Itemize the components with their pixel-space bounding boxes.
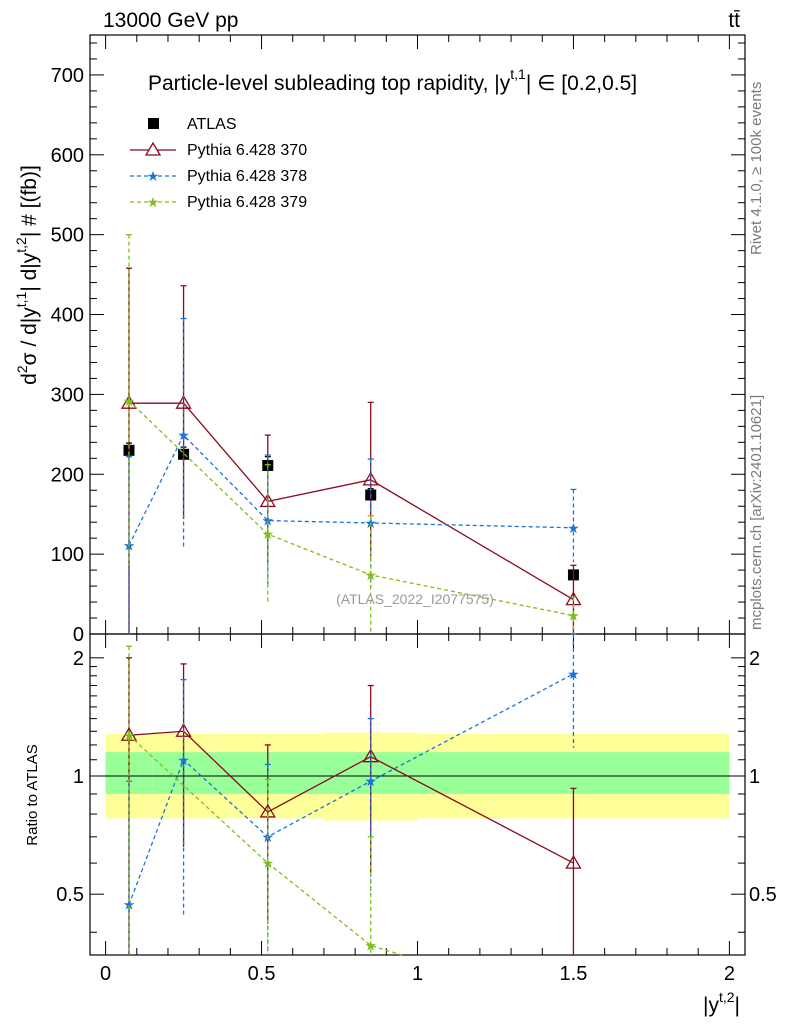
y-tick-label: 200	[51, 464, 84, 486]
ratio-series-pythia-6-428-379: ★ ★ ★	[123, 645, 403, 956]
series-line	[128, 402, 574, 601]
inner-band-segment	[417, 752, 730, 794]
ratio-point: ★	[262, 855, 275, 871]
series-pythia-6-428-370	[120, 267, 582, 634]
y-tick-label: 700	[51, 65, 84, 87]
energy-label: 13000 GeV pp	[103, 9, 238, 32]
ratio-series-line	[128, 734, 403, 956]
x-tick-label: 0	[100, 963, 111, 985]
ratio-point: ★	[123, 727, 136, 743]
ratio-point: ★	[123, 897, 136, 913]
data-point: ★	[177, 427, 190, 443]
data-point: ★	[567, 608, 580, 624]
data-point: ★	[364, 567, 377, 583]
x-tick-label: 1	[412, 963, 423, 985]
y-tick-label: 100	[51, 544, 84, 566]
x-tick-label: 1.5	[560, 963, 588, 985]
ratio-point	[565, 854, 582, 869]
y-tick-label: 500	[51, 225, 84, 247]
ratio-y-tick-label-right: 0.5	[749, 884, 777, 906]
legend-label-atlas: ATLAS	[187, 116, 237, 133]
ratio-y-tick-label-right: 2	[749, 648, 760, 670]
data-point: ★	[262, 526, 275, 542]
legend: ATLAS Pythia 6.428 370 ★ Pythia 6.428 37…	[130, 116, 307, 211]
legend-marker-370	[144, 141, 162, 156]
analysis-watermark: (ATLAS_2022_I2077575)	[336, 591, 494, 607]
data-point: ★	[262, 513, 275, 529]
data-point	[362, 471, 379, 486]
legend-marker-378: ★	[147, 168, 160, 184]
legend-marker-atlas	[148, 118, 159, 129]
data-point	[120, 394, 138, 409]
legend-label-370: Pythia 6.428 370	[187, 142, 307, 159]
y-axis-label: d2σ / d|yt,1| d|yt,2| # [(fb)]	[13, 165, 41, 385]
ratio-y-tick-label: 1	[73, 766, 84, 788]
series-line	[128, 400, 574, 617]
x-axis-label: |yt,2|	[703, 989, 740, 1017]
rivet-version-label: Rivet 4.1.0, ≥ 100k events	[748, 82, 765, 255]
ratio-point: ★	[364, 773, 377, 789]
ratio-uncertainty-bands	[90, 732, 745, 821]
ratio-panel-frame: 0 0.5 1 1.5 2 0.5 0.5 1 1 2 2	[56, 633, 777, 985]
x-tick-label: 2	[724, 963, 735, 985]
ratio-y-tick-label: 0.5	[56, 884, 84, 906]
series-atlas	[123, 442, 579, 581]
series-line	[128, 434, 574, 546]
ratio-panel-series: ★★★★★★★★	[120, 633, 582, 956]
data-point	[175, 394, 192, 409]
ratio-point: ★	[364, 938, 377, 954]
legend-label-379: Pythia 6.428 379	[187, 194, 307, 211]
y-tick-label: 400	[51, 305, 84, 327]
legend-label-378: Pythia 6.428 378	[187, 168, 307, 185]
ratio-y-tick-label: 2	[73, 648, 84, 670]
process-label: tt̄	[728, 9, 740, 32]
y-tick-label: 0	[73, 624, 84, 646]
ratio-y-tick-label-right: 1	[749, 766, 760, 788]
legend-marker-379: ★	[147, 194, 160, 210]
mcplots-label: mcplots.cern.ch [arXiv:2401.10621]	[748, 395, 765, 630]
data-point: ★	[567, 520, 580, 536]
ratio-point: ★	[177, 752, 190, 768]
data-point: ★	[123, 393, 136, 409]
ratio-point: ★	[567, 666, 580, 682]
main-panel-series: ★★★ ★ ★★★★★	[120, 234, 582, 634]
y-tick-label: 300	[51, 384, 84, 406]
inner-band-segment	[214, 752, 324, 794]
ratio-y-axis-label: Ratio to ATLAS	[24, 744, 41, 845]
x-tick-label: 0.5	[248, 963, 276, 985]
chart-title: Particle-level subleading top rapidity, …	[148, 66, 637, 95]
series-pythia-6-428-378: ★★★ ★ ★	[123, 317, 580, 634]
y-tick-label: 600	[51, 145, 84, 167]
series-pythia-6-428-379: ★★★★	[123, 234, 580, 634]
